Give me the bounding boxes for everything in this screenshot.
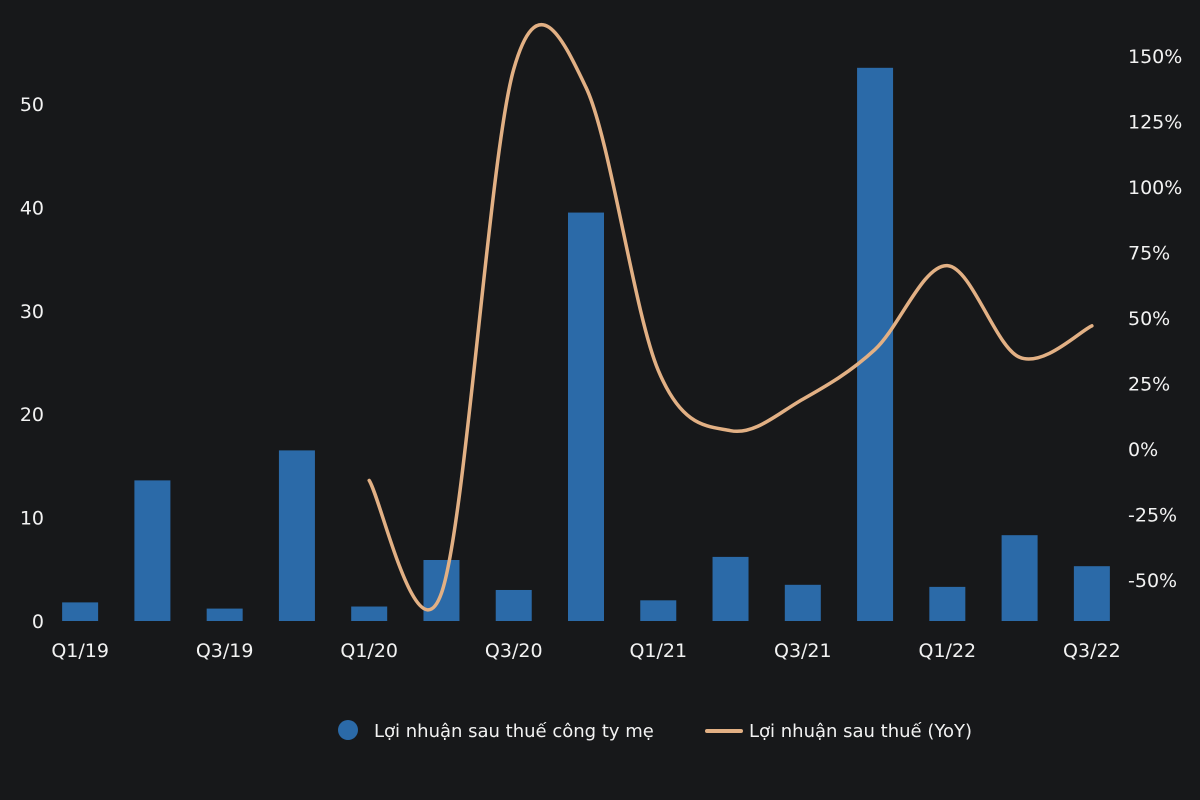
- bar-Q4/21: [857, 67, 894, 621]
- left-tick-label: 0: [32, 611, 44, 633]
- x-tick-label: Q1/20: [340, 640, 398, 662]
- bar-Q4/20: [568, 212, 604, 621]
- bar-Q2/22: [1001, 535, 1038, 621]
- x-tick-label: Q3/22: [1063, 640, 1121, 662]
- right-tick-label: 100%: [1128, 177, 1182, 199]
- bar-Q1/19: [62, 602, 99, 621]
- legend-bar-swatch: [338, 720, 358, 740]
- x-tick-label: Q3/21: [774, 640, 832, 662]
- left-tick-label: 10: [20, 508, 44, 530]
- legend-line-label: Lợi nhuận sau thuế (YoY): [749, 721, 972, 742]
- legend: Lợi nhuận sau thuế công ty mẹ Lợi nhuận s…: [338, 720, 972, 742]
- legend-bar-label: Lợi nhuận sau thuế công ty mẹ: [374, 721, 654, 742]
- right-axis: -50% -25% 0% 25% 50% 75% 100% 125% 150%: [1128, 46, 1182, 592]
- x-tick-label: Q1/22: [919, 640, 977, 662]
- bar-Q1/20: [351, 606, 388, 621]
- right-tick-label: 125%: [1128, 112, 1182, 134]
- bar-Q2/19: [134, 480, 171, 621]
- left-tick-label: 50: [20, 94, 44, 116]
- left-tick-label: 30: [20, 301, 44, 323]
- bar-Q4/19: [278, 450, 315, 621]
- x-tick-label: Q3/20: [485, 640, 543, 662]
- bar-Q1/22: [929, 586, 966, 621]
- bar-series: [62, 67, 1110, 621]
- right-tick-label: 150%: [1128, 46, 1182, 68]
- bar-Q3/21: [784, 584, 821, 621]
- left-tick-label: 40: [20, 197, 44, 219]
- bar-Q3/20: [495, 589, 532, 621]
- right-tick-label: 50%: [1128, 308, 1170, 330]
- bar-Q2/21: [712, 556, 749, 621]
- right-tick-label: -25%: [1128, 505, 1177, 527]
- x-tick-label: Q3/19: [196, 640, 254, 662]
- bar-Q3/19: [206, 608, 243, 621]
- bar-Q3/22: [1073, 566, 1110, 621]
- x-tick-label: Q1/19: [51, 640, 109, 662]
- right-tick-label: -50%: [1128, 570, 1177, 592]
- left-axis: 0 10 20 30 40 50: [20, 94, 44, 633]
- line-series: [367, 22, 1094, 612]
- x-axis: Q1/19 Q3/19 Q1/20 Q3/20 Q1/21 Q3/21 Q1/22 Q3/22: [51, 640, 1120, 662]
- yoy-line: [367, 22, 1094, 612]
- bar-Q1/21: [640, 600, 677, 621]
- left-tick-label: 20: [20, 404, 44, 426]
- right-tick-label: 25%: [1128, 374, 1170, 396]
- right-tick-label: 0%: [1128, 439, 1158, 461]
- right-tick-label: 75%: [1128, 243, 1170, 265]
- x-tick-label: Q1/21: [629, 640, 687, 662]
